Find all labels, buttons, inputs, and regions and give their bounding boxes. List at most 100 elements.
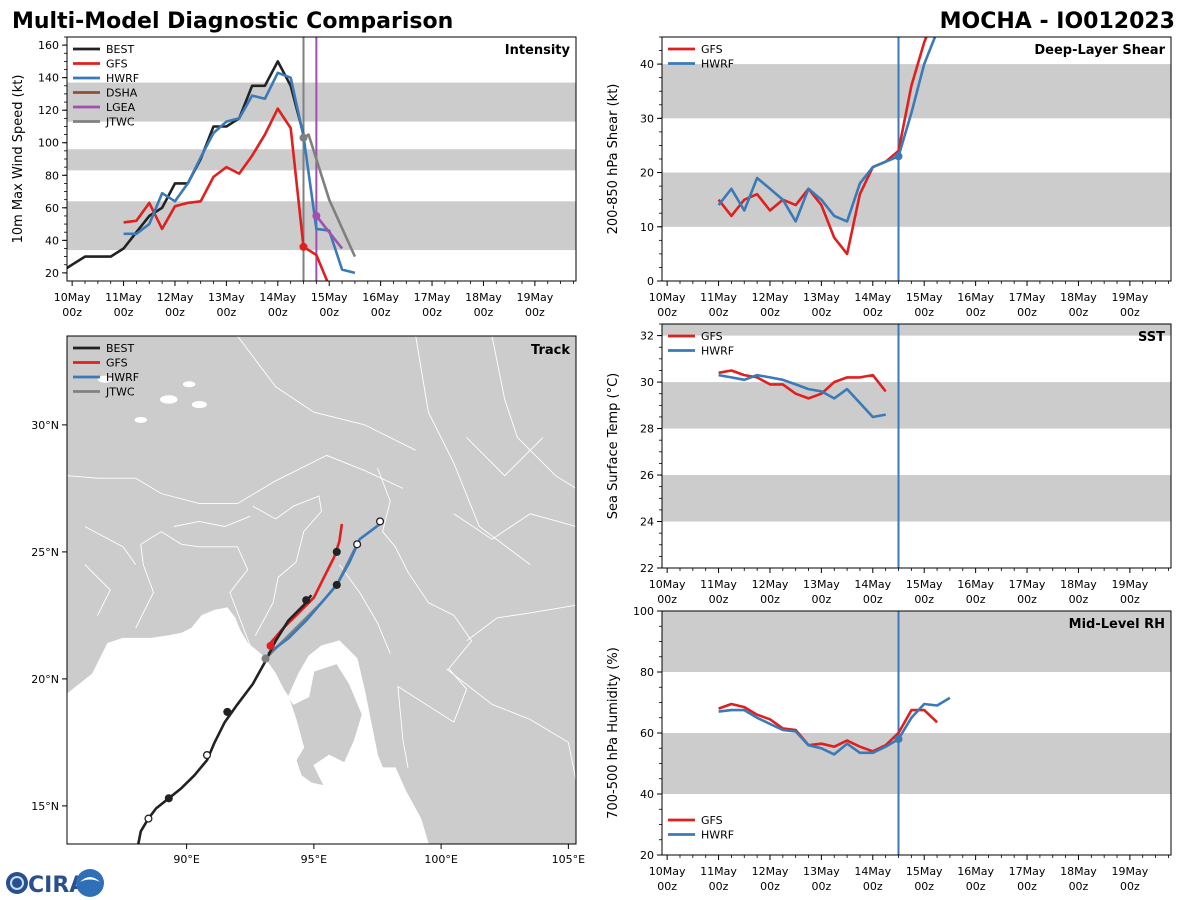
shear-xtick-label: 18May [1060, 291, 1097, 304]
rh-xtick-sublabel: 00z [966, 880, 986, 893]
intensity-xtick-sublabel: 00z [216, 306, 236, 319]
border-line [453, 513, 576, 540]
rh-ytick-label: 60 [640, 727, 654, 740]
rh-xtick-label: 11May [700, 865, 737, 878]
shear-xtick-sublabel: 00z [914, 306, 934, 319]
intensity-marker [299, 133, 308, 142]
shear-xtick-label: 12May [752, 291, 789, 304]
track-marker [353, 540, 362, 549]
shear-xtick-sublabel: 00z [1017, 306, 1037, 319]
shear-xtick-sublabel: 00z [657, 306, 677, 319]
sst-ytick-label: 28 [640, 423, 654, 436]
storm-id: MOCHA - IO012023 [940, 9, 1175, 34]
intensity-ytick-label: 60 [45, 202, 59, 215]
shear-title: Deep-Layer Shear [1034, 43, 1165, 58]
shear-ylabel: 200-850 hPa Shear (kt) [606, 84, 621, 235]
border-line [135, 531, 251, 647]
sst-series-hwrf [718, 373, 886, 419]
track-marker [332, 547, 341, 556]
intensity-xtick-label: 15May [311, 291, 348, 304]
border-line [338, 564, 391, 654]
rh-xtick-sublabel: 00z [863, 880, 883, 893]
shear-xtick-label: 16May [957, 291, 994, 304]
intensity-series-best [67, 60, 305, 270]
sst-series-gfs [718, 369, 887, 400]
shear-xtick-label: 10May [649, 291, 686, 304]
lake [160, 395, 178, 404]
intensity-xtick-sublabel: 00z [319, 306, 339, 319]
track-legend-label: JTWC [105, 386, 135, 399]
rh-xtick-sublabel: 00z [1017, 880, 1037, 893]
lake [182, 381, 196, 388]
sst-xtick-sublabel: 00z [760, 593, 780, 606]
track-xtick-label: 105°E [552, 853, 585, 866]
border-line [173, 515, 251, 527]
sst-legend: GFS HWRF [668, 330, 734, 358]
track-ytick-label: 15°N [31, 800, 59, 813]
sst-xtick-sublabel: 00z [863, 593, 883, 606]
shear-series-gfs [717, 37, 928, 256]
track-frame [66, 335, 577, 845]
intensity-xtick-label: 14May [259, 291, 296, 304]
track-xtick-label: 95°E [301, 853, 327, 866]
shear-xtick-sublabel: 00z [709, 306, 729, 319]
intensity-xtick-label: 12May [157, 291, 194, 304]
figure-title: Multi-Model Diagnostic Comparison [12, 9, 453, 34]
track-title: Track [531, 343, 570, 358]
sst-xtick-label: 17May [1009, 578, 1046, 591]
intensity-xtick-label: 10May [54, 291, 91, 304]
intensity-band [67, 201, 576, 251]
sst-xtick-label: 11May [700, 578, 737, 591]
rh-band [662, 733, 1171, 794]
track-marker [144, 814, 153, 823]
intensity-ytick-label: 120 [38, 104, 59, 117]
sst-panel: 22 24 26 28 30 32 10May 00z 11May 00z 12May 00z 13Ma… [606, 323, 1172, 606]
rh-title: Mid-Level RH [1069, 617, 1165, 632]
intensity-legend-label: JTWC [105, 116, 135, 129]
sst-ytick-label: 24 [640, 516, 654, 529]
intensity-ytick-label: 100 [38, 137, 59, 150]
cira-globe-icon [6, 872, 28, 894]
track-xtick-label: 100°E [424, 853, 457, 866]
sst-band [662, 324, 1171, 336]
sst-xtick-label: 12May [752, 578, 789, 591]
intensity-series-gfs [123, 107, 329, 281]
track-legend-label: BEST [106, 342, 134, 355]
rh-ylabel: 700-500 hPa Humidity (%) [606, 647, 621, 819]
shear-ytick-label: 40 [640, 58, 654, 71]
shear-ytick-label: 0 [647, 275, 654, 288]
cira-ring-icon [10, 876, 24, 890]
rh-legend-label: GFS [701, 814, 723, 827]
sst-xtick-label: 19May [1111, 578, 1148, 591]
intensity-legend-label: DSHA [106, 87, 138, 100]
rh-xtick-label: 18May [1060, 865, 1097, 878]
track-ytick-label: 20°N [31, 673, 59, 686]
shear-xtick-label: 14May [854, 291, 891, 304]
sst-ytick-label: 30 [640, 376, 654, 389]
intensity-ytick-label: 140 [38, 72, 59, 85]
track-marker [266, 641, 275, 650]
intensity-xtick-sublabel: 00z [165, 306, 185, 319]
track-xtick-label: 90°E [173, 853, 199, 866]
shear-xtick-sublabel: 00z [1120, 306, 1140, 319]
track-series-best [137, 594, 313, 844]
track-marker [223, 707, 232, 716]
sst-ytick-label: 26 [640, 469, 654, 482]
cira-logo: CIRA [6, 869, 104, 898]
rh-xtick-sublabel: 00z [1120, 880, 1140, 893]
intensity-xtick-label: 18May [465, 291, 502, 304]
sst-ytick-label: 32 [640, 330, 654, 343]
rh-xtick-label: 10May [649, 865, 686, 878]
rh-xtick-sublabel: 00z [914, 880, 934, 893]
sst-xtick-sublabel: 00z [1120, 593, 1140, 606]
rh-series-hwrf [718, 696, 951, 756]
sst-xtick-label: 15May [906, 578, 943, 591]
intensity-title: Intensity [505, 43, 571, 58]
shear-ytick-label: 10 [640, 221, 654, 234]
sst-xtick-label: 10May [649, 578, 686, 591]
land-mass [67, 336, 576, 844]
rh-xtick-sublabel: 00z [709, 880, 729, 893]
track-marker [332, 580, 341, 589]
